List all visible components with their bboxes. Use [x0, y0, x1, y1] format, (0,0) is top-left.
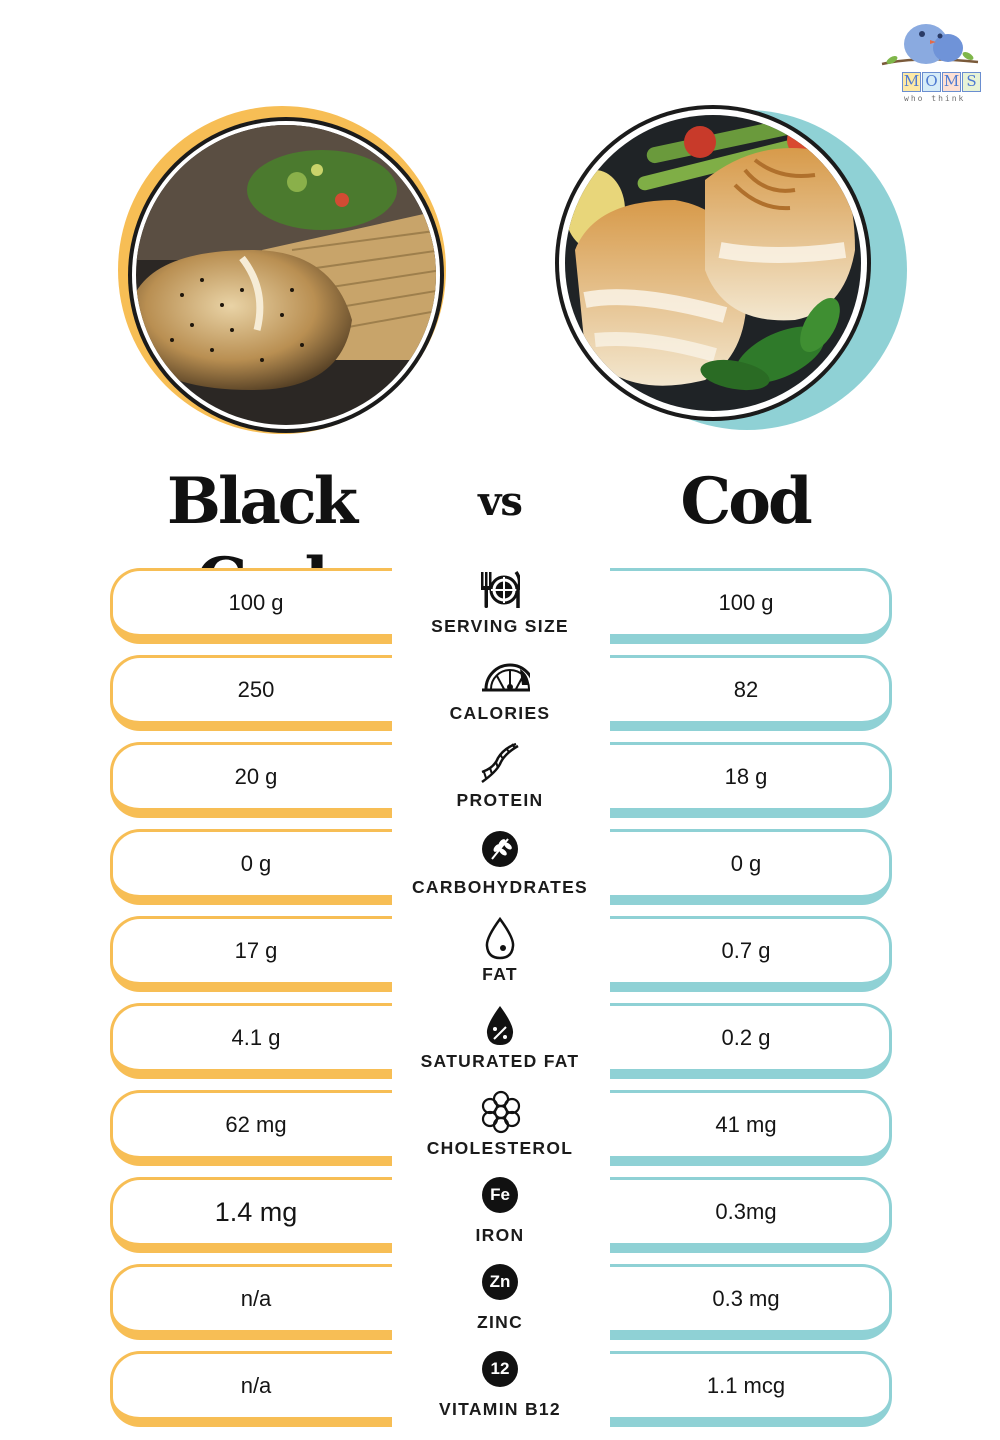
right-value-pill [610, 1351, 892, 1427]
logo-letter: S [962, 72, 981, 92]
table-row: 20 g PROTEIN 18 g [0, 740, 1000, 820]
versus-label: vs [478, 478, 523, 525]
table-row: 250 CALORIES 82 [0, 653, 1000, 733]
right-value: 100 g [718, 590, 774, 615]
percent-drop-icon [486, 1006, 514, 1045]
right-value-pill [610, 1090, 892, 1166]
right-value-pill [610, 1003, 892, 1079]
right-value: 82 [733, 677, 759, 702]
left-value: n/a [240, 1286, 272, 1311]
zn-badge-icon: Zn [482, 1264, 518, 1300]
table-row: 17 g FAT 0.7 g [0, 914, 1000, 994]
right-value-pill [610, 829, 892, 905]
left-value-pill [110, 655, 392, 731]
nutrient-label: PROTEIN [456, 790, 544, 810]
right-value: 1.1 mcg [706, 1373, 786, 1398]
logo-tagline: who think [904, 94, 966, 103]
b12-badge-icon: 12 [482, 1351, 518, 1387]
nutrient-label-cell: Zn ZINC [400, 1262, 600, 1342]
left-value-pill [110, 568, 392, 644]
nutrient-label-cell: PROTEIN [400, 740, 600, 820]
nutrient-label-cell: Fe IRON [400, 1175, 600, 1255]
nutrient-label: FAT [482, 964, 518, 984]
left-value: 1.4 mg [214, 1197, 298, 1227]
right-value: 41 mg [715, 1112, 777, 1137]
right-food-title: Cod [680, 464, 812, 539]
molecule-icon [481, 1090, 521, 1134]
nutrient-label-cell: 12 VITAMIN B12 [400, 1349, 600, 1429]
nutrient-label: SATURATED FAT [420, 1051, 580, 1071]
left-value-pill [110, 1003, 392, 1079]
left-value-pill [110, 1264, 392, 1340]
nutrient-label-cell: SERVING SIZE [400, 566, 600, 646]
right-value: 18 g [724, 764, 768, 789]
right-value-pill [610, 568, 892, 644]
left-value: 100 g [228, 590, 284, 615]
nutrient-label: CALORIES [449, 703, 551, 723]
right-value: 0.2 g [721, 1025, 771, 1050]
nutrient-label-cell: SATURATED FAT [400, 1001, 600, 1081]
table-row: 0 g CARBOHYDRATES 0 g [0, 827, 1000, 907]
table-row: n/a Zn ZINC 0.3 mg [0, 1262, 1000, 1342]
left-value: 0 g [240, 851, 272, 876]
table-row: 100 g SERVING SIZE 100 g [0, 566, 1000, 646]
right-value-pill [610, 1177, 892, 1253]
right-value: 0.7 g [721, 938, 771, 963]
nutrient-label: ZINC [476, 1312, 524, 1332]
left-value: 62 mg [225, 1112, 287, 1137]
gauge-icon [482, 663, 530, 692]
left-value: 20 g [234, 764, 278, 789]
dna-helix-icon [481, 742, 519, 784]
nutrient-label: VITAMIN B12 [439, 1399, 561, 1419]
left-value-pill [110, 742, 392, 818]
left-value-pill [110, 829, 392, 905]
left-food-title: Black Cod [166, 464, 358, 619]
right-value-pill [610, 1264, 892, 1340]
right-value-pill [610, 742, 892, 818]
left-value: 17 g [234, 938, 278, 963]
table-row: n/a 12 VITAMIN B12 1.1 mcg [0, 1349, 1000, 1429]
bird-icon [881, 24, 979, 66]
logo-letter: M [902, 72, 921, 92]
black-cod-photo [92, 100, 452, 435]
wheat-icon [482, 831, 518, 867]
nutrient-label: SERVING SIZE [431, 616, 569, 636]
right-value-pill [610, 655, 892, 731]
cod-photo [555, 100, 915, 435]
nutrient-label: CHOLESTEROL [426, 1138, 574, 1158]
fe-badge-icon: Fe [482, 1177, 518, 1213]
right-value: 0 g [730, 851, 762, 876]
left-value: 4.1 g [231, 1025, 281, 1050]
moms-who-think-logo: M O M S who think [878, 12, 982, 106]
right-value-pill [610, 916, 892, 992]
right-value: 0.3mg [715, 1199, 777, 1224]
right-value: 0.3 mg [712, 1286, 780, 1311]
left-value-pill [110, 1177, 392, 1253]
table-row: 4.1 g SATURATED FAT 0.2 g [0, 1001, 1000, 1081]
left-value-pill [110, 916, 392, 992]
logo-letter: O [922, 72, 941, 92]
drop-icon [485, 916, 515, 960]
nutrient-label-cell: CALORIES [400, 653, 600, 733]
table-row: 1.4 mg Fe IRON 0.3mg [0, 1175, 1000, 1255]
left-value-pill [110, 1351, 392, 1427]
left-value: 250 [237, 677, 275, 702]
logo-letter: M [942, 72, 961, 92]
left-value-pill [110, 1090, 392, 1166]
left-value: n/a [240, 1373, 272, 1398]
table-row: 62 mg CHOLESTEROL 41 mg [0, 1088, 1000, 1168]
nutrient-label: IRON [475, 1225, 525, 1245]
nutrient-label-cell: FAT [400, 914, 600, 994]
utensils-plate-icon [481, 570, 520, 608]
nutrient-label: CARBOHYDRATES [411, 877, 589, 897]
nutrient-label-cell: CHOLESTEROL [400, 1088, 600, 1168]
nutrient-label-cell: CARBOHYDRATES [400, 827, 600, 907]
